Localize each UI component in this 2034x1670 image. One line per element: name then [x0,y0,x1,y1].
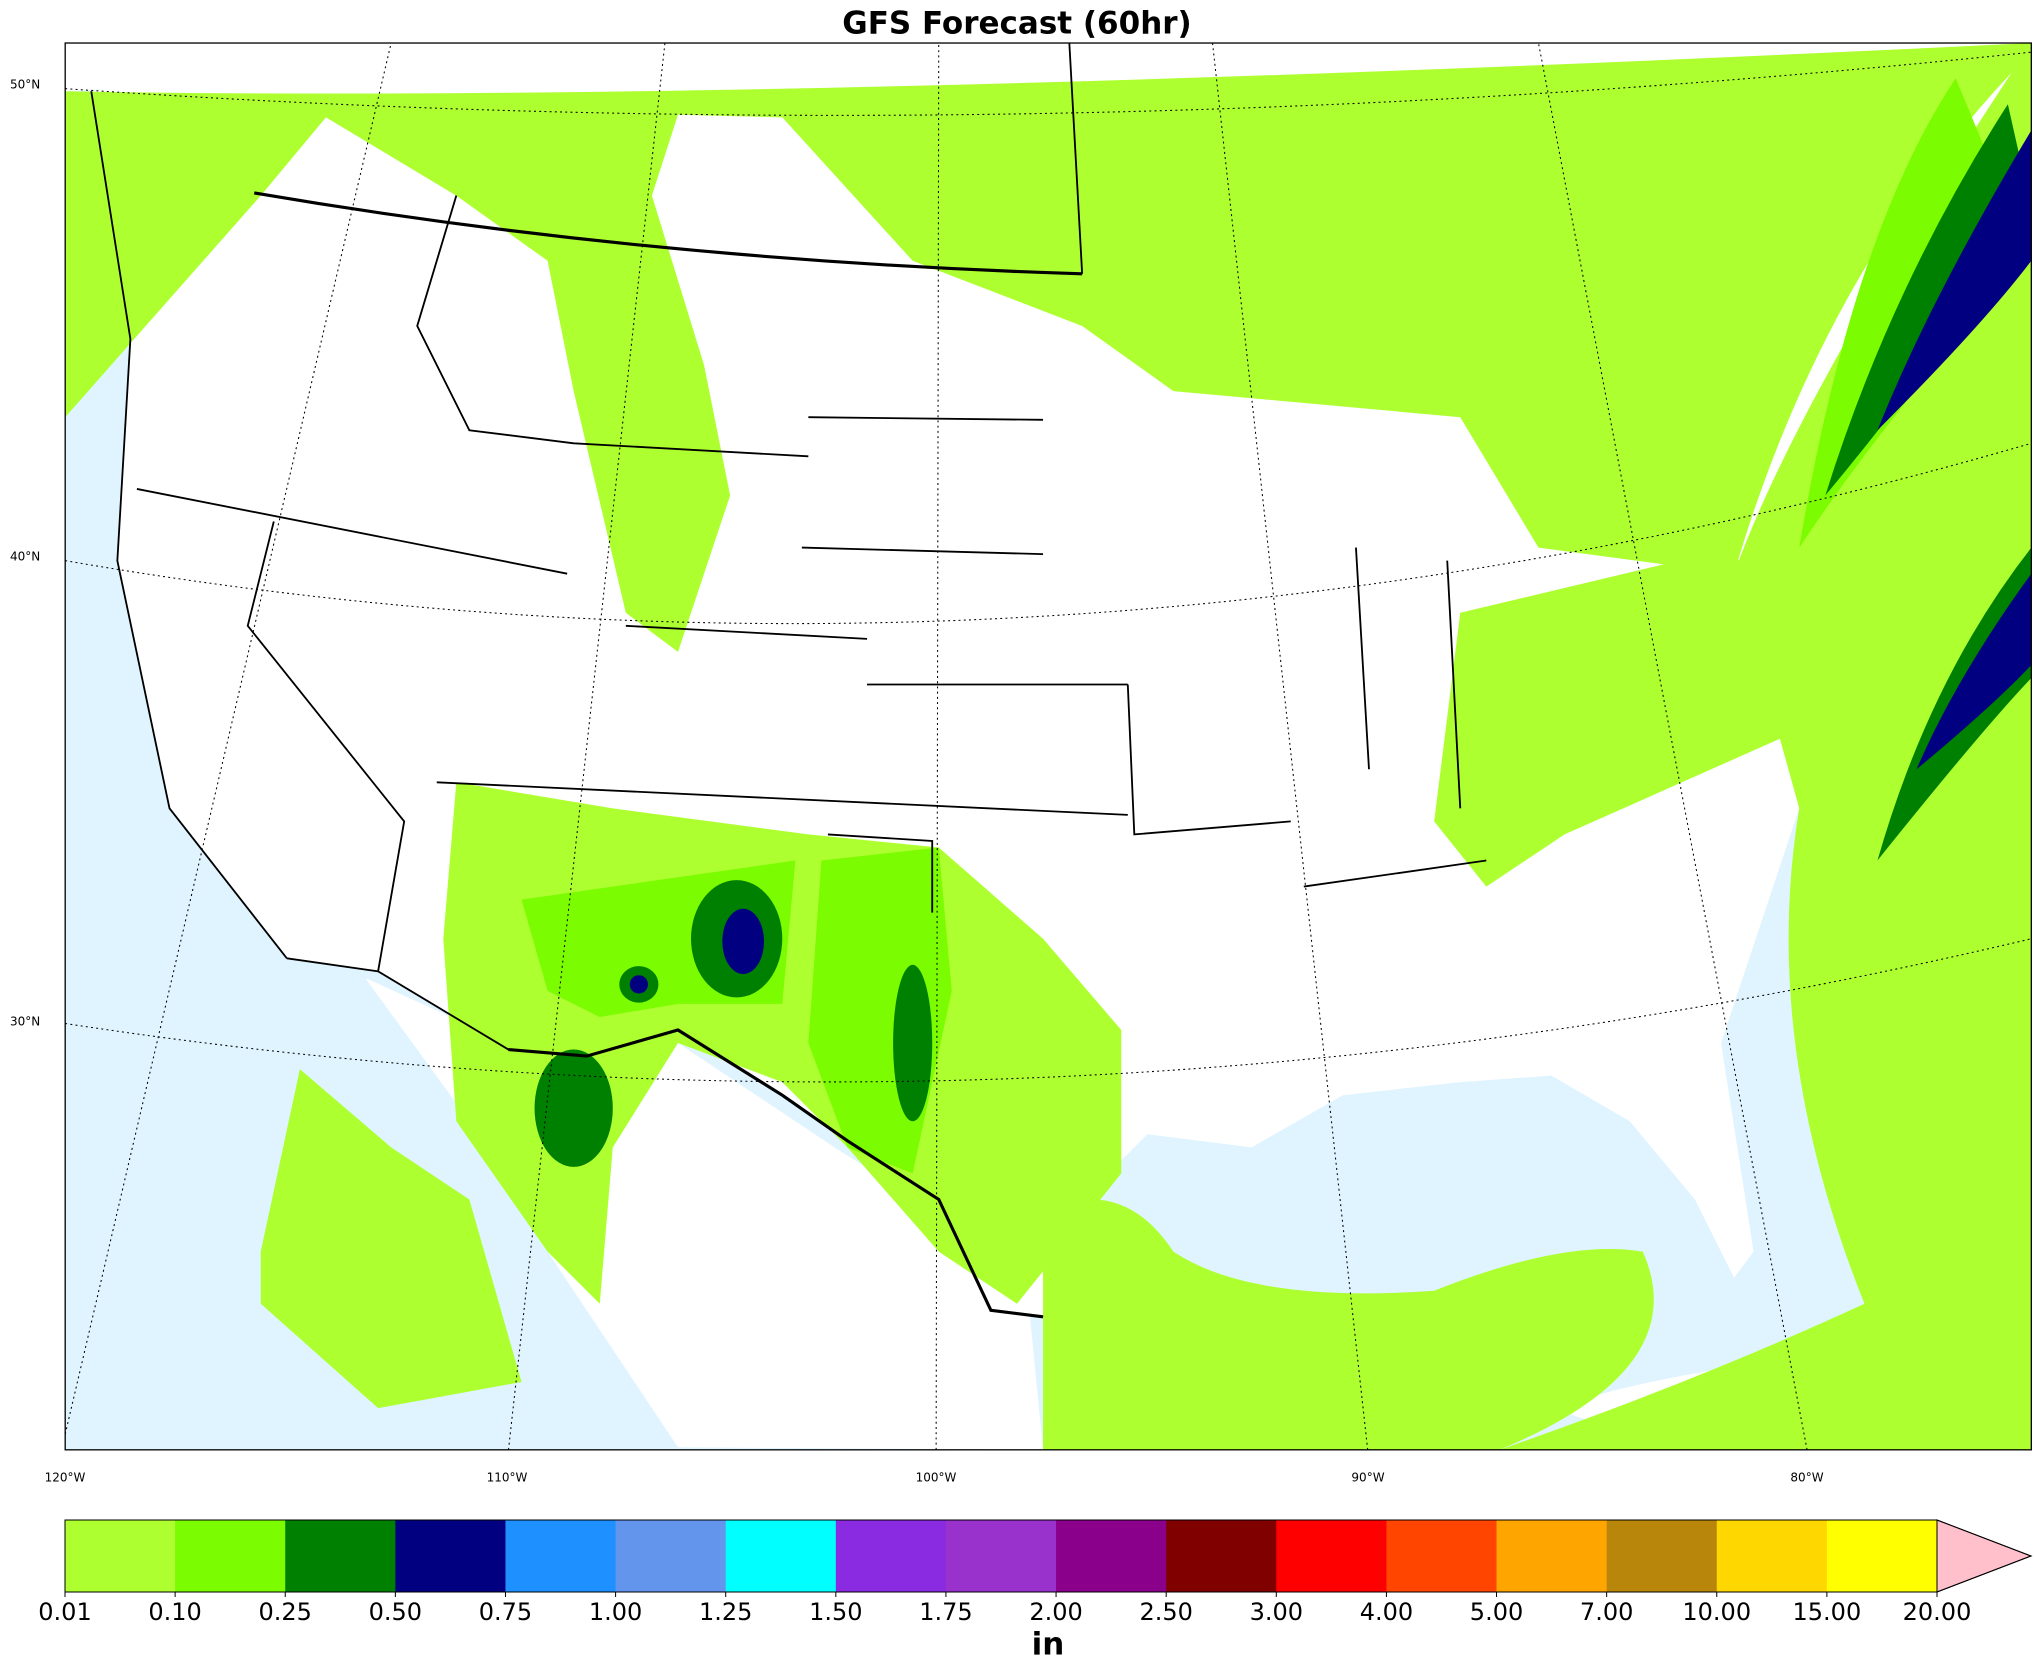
border-mexico [508,1028,1044,1319]
colorbar-tick-label: 4.00 [1360,1598,1413,1626]
lon-label: 80°W [1790,1471,1823,1485]
precip-ohio [1434,547,1800,887]
colorbar-segment [395,1520,506,1592]
precip-core [534,1049,613,1167]
colorbar-segment [1826,1520,1938,1592]
precip-baja [260,1069,522,1409]
colorbar-segment [1606,1520,1718,1592]
colorbar-tick-label: 10.00 [1682,1598,1751,1626]
colorbar-tick-label: 15.00 [1793,1598,1862,1626]
colorbar-segment [1496,1520,1608,1592]
colorbar-tick-label: 7.00 [1580,1598,1633,1626]
parallels [65,51,2032,1083]
colorbar-tick-label: 20.00 [1903,1598,1972,1626]
colorbar-tick-label: 0.50 [369,1598,422,1626]
lon-label: 90°W [1351,1471,1384,1485]
colorbar-tick-label: 1.25 [699,1598,752,1626]
lat-label: 30°N [10,1015,40,1029]
colorbar-segment [1166,1520,1277,1592]
colorbar-segment [1386,1520,1498,1592]
precip-core [893,964,933,1122]
colorbar-tick-label: 0.01 [38,1598,91,1626]
colorbar-segment [175,1520,286,1592]
lon-label: 110°W [487,1471,528,1485]
lat-label: 50°N [10,78,40,92]
colorbar-tick-label: 1.75 [919,1598,972,1626]
colorbar-extend [1936,1519,2033,1593]
border-canada [253,191,1083,276]
colorbar-outline [64,1519,2033,1593]
lat-label: 40°N [10,550,40,564]
colorbar-tick-label: 1.50 [809,1598,862,1626]
precip-core-max [629,975,648,994]
colorbar-segment [835,1520,947,1592]
colorbar-tick-label: 0.25 [259,1598,312,1626]
precip-offshore-max [1916,573,2032,770]
colorbar-tick-label: 1.00 [589,1598,642,1626]
colorbar-tick-label: 3.00 [1250,1598,1303,1626]
colorbar-segment [945,1520,1057,1592]
title: GFS Forecast (60hr) [842,6,1191,42]
colorbar-segment [285,1520,396,1592]
precip-ne-max [1877,130,2032,431]
colorbar-tick-label: 2.00 [1029,1598,1082,1626]
map-frame [64,42,2032,1451]
colorbar-tick-label: 0.10 [148,1598,201,1626]
colorbar-unit: in [1032,1627,1065,1663]
colorbar-tick-label: 0.75 [479,1598,532,1626]
colorbar-segment [1056,1520,1167,1592]
precip-ne-heavy [1825,104,2032,496]
colorbar-tick-label: 2.50 [1139,1598,1192,1626]
colorbar-segment [505,1520,617,1592]
colorbar-segment [615,1520,727,1592]
lat-labels: 50°N 40°N 30°N [10,78,40,1029]
colorbar-segment [725,1520,837,1592]
state-borders [136,43,1487,972]
colorbar-segment [1716,1520,1828,1592]
lon-label: 120°W [45,1471,86,1485]
precip-gulf [1043,1199,1654,1450]
precip-north [65,43,2032,652]
lon-label: 100°W [916,1471,957,1485]
lon-labels: 120°W 110°W 100°W 90°W 80°W [45,1471,1824,1485]
colorbar-tick-label: 5.00 [1470,1598,1523,1626]
map [64,42,2032,1451]
colorbar-segment [1276,1520,1387,1592]
precip-core-max [722,908,765,974]
colorbar: 0.01 0.10 0.25 0.50 0.75 1.00 1.25 1.50 1.75 2.00… [38,1519,2033,1626]
colorbar-segment [65,1520,176,1592]
